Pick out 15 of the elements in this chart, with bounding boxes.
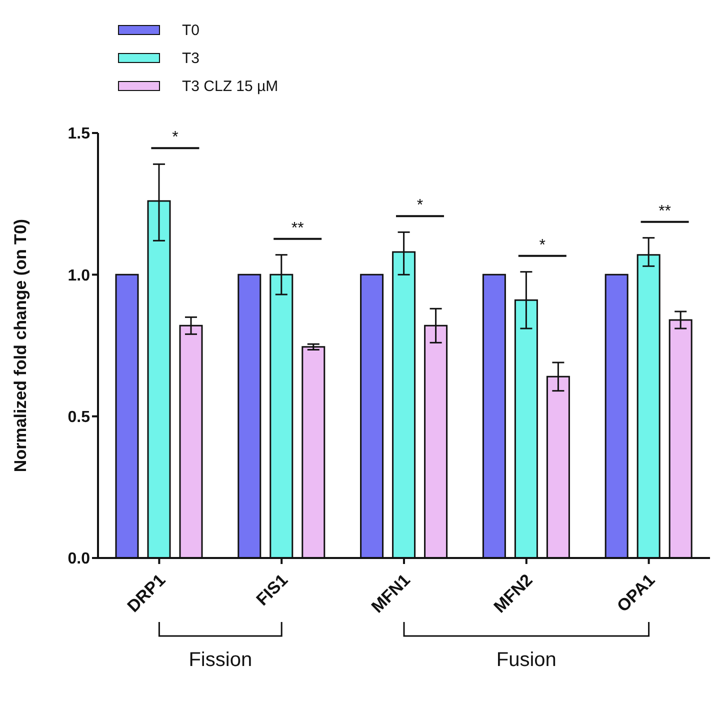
y-tick-label: 0.0 [68,550,90,568]
y-axis-title: Normalized fold change (on T0) [11,218,30,472]
legend-label: T0 [182,22,200,38]
annotation: * [172,129,178,146]
legend-label: T3 CLZ 15 µM [182,78,278,94]
annotation: * [539,236,546,254]
legend-label: T3 [182,50,200,66]
y-tick-label: 1.0 [68,267,90,284]
annotation: ** [658,202,672,220]
y-tick-label: 1.5 [68,126,90,143]
annotation: * [416,197,424,214]
annotation: ** [291,220,304,237]
y-tick-label: 0.5 [68,409,90,426]
text: Fusion [496,649,556,671]
text: Fission [188,649,252,671]
